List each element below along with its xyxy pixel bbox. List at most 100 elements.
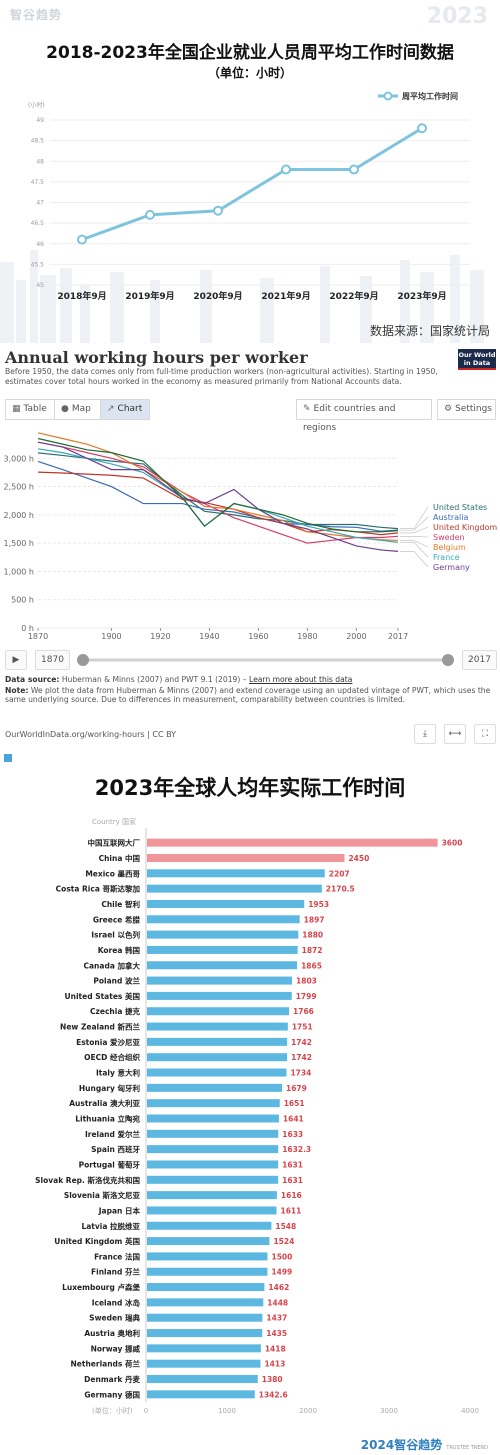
value-label: 1631 [282,1160,303,1169]
data-point [417,123,427,134]
line-chart-icon: ↗ [107,404,115,414]
y-tick-label: 500 h [11,596,34,605]
skyline-building [260,278,274,343]
fullscreen-button[interactable]: ⛶ [474,724,496,744]
bar [147,1068,287,1077]
legend-connector [400,542,429,558]
legend-connector [400,540,429,548]
gear-icon: ⚙ [444,404,453,414]
y-tick-label: 45.5 [31,261,45,268]
timeline-start-label[interactable]: 1870 [35,650,70,670]
value-label: 1500 [272,1252,293,1261]
x-tick-label: 1980 [297,632,317,641]
chart-notes: Data source: Huberman & Minns (2007) and… [5,675,495,705]
legend-label: 周平均工作时间 [402,91,458,101]
bar [147,930,299,939]
bar [147,1022,288,1031]
value-label: 1616 [281,1191,302,1200]
settings-button[interactable]: ⚙ Settings [437,399,496,420]
bar [147,976,293,985]
series-line[interactable] [37,441,399,553]
legend-label[interactable]: Belgium [433,543,466,552]
download-button[interactable]: ⤓ [414,724,436,744]
y-tick-label: 48.5 [31,138,45,145]
series-line[interactable] [37,432,399,542]
bar [147,961,298,970]
series-line [81,126,423,242]
owid-logo[interactable]: Our World in Data [458,349,496,370]
footer-citation[interactable]: OurWorldInData.org/working-hours | CC BY [5,730,177,739]
category-label: Sweden 瑞典 [89,1313,140,1323]
bar [147,1390,255,1399]
skyline-building [40,275,56,343]
series-line[interactable] [37,460,399,532]
category-label: United States 美国 [65,991,141,1001]
timeline-end-label[interactable]: 2017 [462,650,497,670]
chart-title: 2018-2023年全国企业就业人员周平均工作时间数据 [46,43,454,63]
tab-chart[interactable]: ↗ Chart [100,399,150,420]
series-line[interactable] [37,448,399,543]
legend-label[interactable]: Australia [433,513,468,522]
bar [147,899,305,908]
x-tick-label: 1960 [248,632,268,641]
legend-label[interactable]: France [433,553,460,562]
value-label: 3600 [442,839,463,848]
owid-chart-panel: Annual working hours per worker Before 1… [0,345,500,748]
value-label: 1548 [275,1222,296,1231]
data-point [145,209,155,220]
data-point [213,205,223,216]
skyline-building [80,285,90,343]
value-label: 1953 [308,900,329,909]
legend-label[interactable]: Sweden [433,533,465,542]
y-tick-label: 0 h [21,624,34,633]
series-line[interactable] [37,471,399,536]
value-label: 1679 [286,1084,307,1093]
value-label: 1524 [273,1237,294,1246]
bar [147,1053,288,1062]
skyline-building [110,272,124,343]
value-label: 1437 [266,1314,287,1323]
data-source-text: Huberman & Minns (2007) and PWT 9.1 (201… [61,675,247,684]
timeline-start-handle[interactable] [77,654,89,666]
value-label: 1803 [296,977,317,986]
series-line[interactable] [37,441,399,544]
working-hours-line-chart: 0 h 500 h 1,000 h 1,500 h 2,000 h 2,500 h 3,00… [3,432,497,666]
x-tick-label: 2000 [299,1407,317,1415]
series-line[interactable] [37,452,399,530]
share-button[interactable]: ⟷ [444,724,466,744]
x-unit-label: (单位：小时) [92,1406,133,1415]
play-button[interactable]: ▶ [5,650,27,670]
legend-label[interactable]: United Kingdom [433,523,497,532]
value-label: 1865 [301,961,322,970]
x-tick-label: 2022年9月 [329,290,378,302]
bar [147,1099,280,1108]
bar [147,1237,270,1246]
data-point [77,234,87,245]
value-label: 2207 [329,869,350,878]
timeline-end-handle[interactable] [442,654,454,666]
note-label: Note: [5,685,29,695]
legend-connector [400,516,429,531]
value-label: 1380 [262,1375,283,1384]
bar [147,838,438,847]
bar [147,1083,282,1092]
share-icon: ⟷ [448,729,462,739]
legend-label[interactable]: Germany [433,563,470,572]
bar [147,1359,261,1368]
y-tick-label: 46 [36,241,44,248]
category-label: Austria 奥地利 [84,1328,140,1338]
category-label: Luxembourg 卢森堡 [62,1282,140,1292]
edit-countries-label: Edit countries and regions [303,404,396,433]
edit-countries-button[interactable]: ✎ Edit countries and regions [296,399,432,433]
learn-more-link[interactable]: Learn more about this data [248,675,353,684]
category-label: New Zealand 新西兰 [60,1022,140,1032]
value-label: 1462 [268,1283,289,1292]
category-label: Iceland 冰岛 [92,1297,141,1307]
y-tick-label: 1,500 h [3,539,34,548]
series-line[interactable] [37,437,399,533]
pencil-icon: ✎ [303,404,311,414]
bar [147,915,300,924]
category-label: Ireland 爱尔兰 [85,1129,141,1139]
legend-label[interactable]: United States [433,503,487,512]
annual-hours-panel: 2023年全球人均年实际工作时间 Country 国家 中国互联网大厂 3600 Ch… [0,750,500,1455]
